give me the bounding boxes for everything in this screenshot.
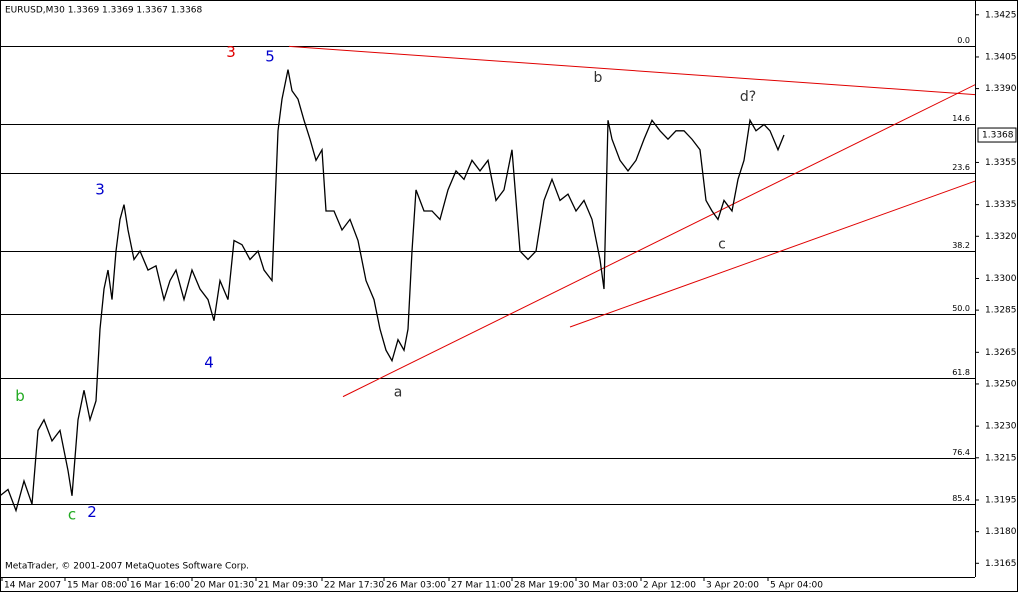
y-tick-label: 1.3165 — [985, 559, 1017, 569]
wave-label: 3 — [226, 43, 236, 61]
fibo-label: 23.6 — [952, 163, 970, 172]
y-tick-label: 1.3390 — [985, 84, 1017, 94]
y-tick-label: 1.3335 — [985, 200, 1017, 210]
y-tick-label: 1.3180 — [985, 527, 1017, 537]
fibo-label: 50.0 — [952, 304, 970, 313]
y-tick-label: 1.3320 — [985, 232, 1017, 242]
fibo-label: 38.2 — [952, 241, 970, 250]
x-tick-label: 14 Mar 2007 — [4, 581, 61, 591]
wave-label: 4 — [204, 353, 214, 371]
y-tick-label: 1.3250 — [985, 379, 1017, 389]
last-price-label: 1.3368 — [982, 131, 1014, 141]
wave-label: b — [594, 70, 603, 86]
y-tick-label: 1.3405 — [985, 52, 1017, 62]
fibo-label: 76.4 — [952, 448, 970, 457]
x-tick-label: 26 Mar 03:00 — [386, 581, 446, 591]
wave-label: 3 — [95, 180, 105, 198]
x-tick-label: 5 Apr 04:00 — [770, 581, 823, 591]
wave-label: c — [68, 505, 76, 523]
y-tick-label: 1.3300 — [985, 274, 1017, 284]
fibo-label: 85.4 — [952, 494, 970, 503]
y-tick-label: 1.3425 — [985, 10, 1017, 20]
fibo-label: 0.0 — [957, 36, 970, 45]
wave-label: 2 — [87, 503, 97, 521]
wave-label: 5 — [265, 47, 275, 65]
x-tick-label: 21 Mar 09:30 — [258, 581, 318, 591]
y-tick-label: 1.3195 — [985, 495, 1017, 505]
wave-label: b — [15, 387, 25, 405]
x-tick-label: 22 Mar 17:30 — [324, 581, 384, 591]
trendline — [342, 84, 975, 398]
trendline — [288, 45, 975, 96]
x-tick-label: 15 Mar 08:00 — [67, 581, 127, 591]
x-tick-label: 3 Apr 20:00 — [706, 581, 759, 591]
x-tick-label: 30 Mar 03:00 — [578, 581, 638, 591]
x-tick-label: 16 Mar 16:00 — [130, 581, 190, 591]
watermark: MetaTrader, © 2001-2007 MetaQuotes Softw… — [5, 562, 249, 572]
y-tick-label: 1.3265 — [985, 348, 1017, 358]
plot-area: 3 5 3 4 2 b c a b c d? — [0, 43, 975, 523]
wave-label: c — [718, 237, 726, 253]
y-tick-label: 1.3285 — [985, 306, 1017, 316]
chart-title: EURUSD,M30 1.3369 1.3369 1.3367 1.3368 — [5, 6, 203, 16]
x-tick-label: 27 Mar 11:00 — [451, 581, 511, 591]
price-line — [0, 69, 785, 513]
trendline — [569, 180, 975, 328]
fibo-label: 61.8 — [952, 368, 970, 377]
x-tick-label: 20 Mar 01:30 — [194, 581, 254, 591]
wave-label: d? — [740, 89, 756, 105]
y-tick-label: 1.3230 — [985, 422, 1017, 432]
x-tick-label: 2 Apr 12:00 — [643, 581, 696, 591]
fibo-label: 14.6 — [952, 114, 970, 123]
wave-label: a — [394, 384, 403, 400]
y-tick-label: 1.3215 — [985, 453, 1017, 463]
x-tick-label: 28 Mar 19:00 — [514, 581, 574, 591]
y-tick-label: 1.3355 — [985, 158, 1017, 168]
last-price-box — [977, 127, 1017, 143]
